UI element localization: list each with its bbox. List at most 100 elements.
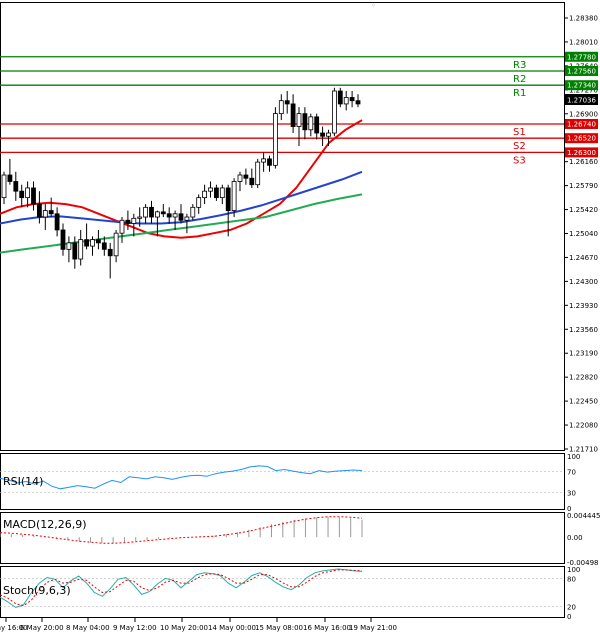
candle-bear [37,203,42,218]
price-tick-label: 1.28380 [569,15,598,23]
price-tick-label: 1.25420 [569,206,598,214]
stoch-tick-label: 100 [567,566,580,574]
candle-bull [172,213,178,218]
macd-signal-line [0,516,363,544]
candle-bear [60,229,66,250]
candle-bear [96,239,101,244]
level-name-s3: S3 [513,155,526,166]
candle-bull [196,197,202,208]
level-price-label: 1.27340 [567,82,596,90]
price-tick-label: 1.21710 [569,446,598,454]
time-tick-label: 6 May 20:00 [20,624,64,632]
candle-bull [119,219,125,234]
candle-bear [149,206,154,218]
time-tick-label: 10 May 20:00 [160,624,208,632]
price-tick-label: 1.24670 [569,254,598,262]
price-pane-frame [0,2,565,451]
macd-pane: 0.004445 0.00 -0.00498 [0,512,600,567]
candle-bear [213,187,219,199]
candle-bear [225,187,231,211]
candle-bear [178,213,184,221]
candle-bear [355,100,361,105]
rsi-pane: 100 70 30 0 [0,453,580,513]
current-price-tag: 1.27036 [565,94,598,105]
macd-tick-label: 0.004445 [567,512,600,520]
stoch-label: Stoch(9,6,3) [3,584,71,597]
level-price-label: 1.26740 [567,120,596,128]
current-price-label: 1.27036 [567,97,596,105]
level-price-label: 1.26520 [567,135,596,143]
price-tick-label: 1.28010 [569,38,598,46]
candle-bear [302,113,308,131]
candle-bull [219,187,225,199]
stoch-d-line [0,569,363,607]
candle-bear [48,210,54,215]
price-axis: 1.283801.280101.276401.272701.269001.265… [564,15,598,454]
candle-bull [278,100,284,115]
candle-bull [154,211,160,218]
candle-bear [243,174,249,179]
time-tick-label: 15 May 08:00 [255,624,303,632]
level-name-r1: R1 [513,88,526,99]
level-name-r3: R3 [513,60,526,71]
level-price-tag [565,147,598,158]
price-tick-label: 1.24300 [569,278,598,286]
price-tick-label: 1.23930 [569,302,598,310]
time-axis: 3 May 16:006 May 20:008 May 04:009 May 1… [0,618,397,632]
candle-bull [137,216,143,219]
level-price-tag [565,65,598,76]
stoch-tick-label: 0 [567,613,571,621]
stoch-k-line [0,568,363,609]
candle-bear [160,211,166,215]
candle-bear [54,213,60,231]
candle-bull [42,210,48,218]
candle-bull [255,161,261,186]
ma-line [0,193,363,254]
candle-bear [314,116,320,134]
candle-bull [1,174,7,199]
stoch-pane-frame [0,566,565,618]
level-price-label: 1.27780 [567,53,596,61]
price-tick-label: 1.25040 [569,230,598,238]
level-price-tag [565,118,598,129]
candle-bull [66,242,72,250]
support-resistance-levels: R3 1.27780 R2 1.27560 R1 1.27340 S1 1.26740 S2 1.… [0,51,598,166]
price-tick-label: 1.22450 [569,398,598,406]
candle-bear [19,190,25,199]
candle-bull [231,181,237,211]
price-tick-label: 1.26160 [569,158,598,166]
price-tick-label: 1.27270 [569,86,598,94]
candle-bull [202,190,208,199]
candle-bear [125,219,131,224]
price-tick-label: 1.23560 [569,326,598,334]
candle-bull [190,206,196,218]
time-tick-label: 19 May 21:00 [349,624,397,632]
macd-label: MACD(12,26,9) [3,518,87,531]
candle-bull [78,239,84,260]
macd-tick-label: 0.00 [567,534,583,542]
candle-bear [284,100,290,105]
level-price-tag [565,51,598,62]
candle-bear [320,132,326,137]
rsi-tick-label: 70 [567,469,576,477]
candle-bear [13,181,19,192]
candle-bull [184,216,190,221]
time-tick-label: 14 May 00:00 [208,624,256,632]
rsi-tick-label: 100 [567,453,580,461]
candle-bull [296,113,302,127]
price-tick-label: 1.25790 [569,182,598,190]
ma-line [0,119,363,239]
level-price-label: 1.27560 [567,67,596,75]
chart-menu-icon[interactable]: ◦ [371,1,376,10]
rsi-line [0,465,363,490]
rsi-tick-label: 30 [567,489,576,497]
candle-bull [326,132,331,137]
rsi-label: RSI(14) [3,475,43,488]
candle-bear [290,103,296,127]
time-tick-label: 8 May 04:00 [66,624,110,632]
candle-bear [84,239,89,247]
level-price-label: 1.26300 [567,149,596,157]
macd-tick-label: -0.00498 [567,559,598,567]
candle-bear [107,248,113,257]
